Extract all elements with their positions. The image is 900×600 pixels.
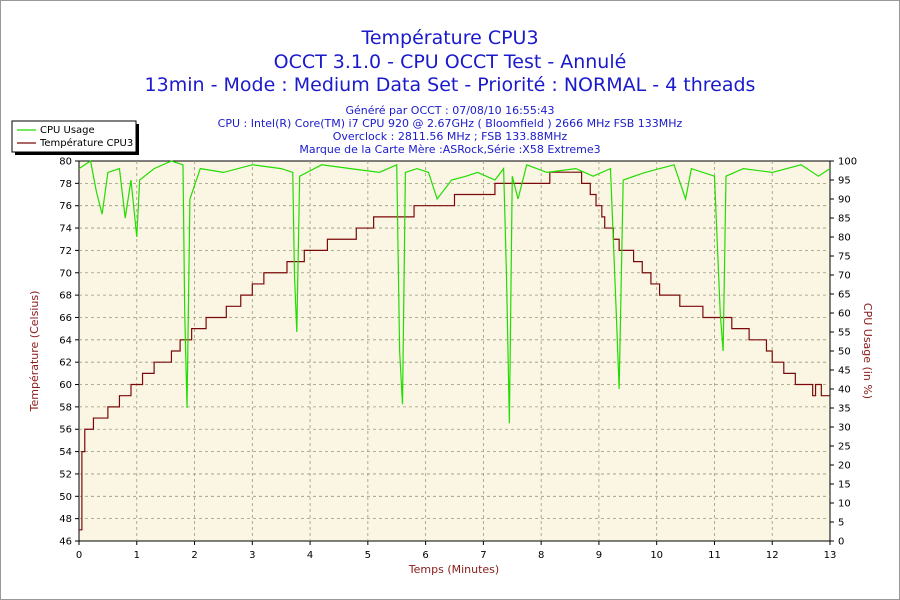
x-tick-label: 10 (650, 550, 663, 561)
y2-tick-label: 10 (838, 499, 851, 510)
series-layer (78, 160, 831, 531)
chart-subtitle-1: OCCT 3.1.0 - CPU OCCT Test - Annulé (274, 51, 627, 73)
y2-tick-label: 100 (838, 157, 857, 168)
x-tick-label: 5 (365, 550, 371, 561)
y2-tick-label: 85 (838, 214, 851, 225)
y-tick-label: 68 (59, 291, 72, 302)
y2-tick-label: 20 (838, 461, 851, 472)
legend-label-cpu-usage: CPU Usage (40, 125, 95, 136)
y-tick-label: 72 (59, 246, 72, 257)
x-tick-label: 0 (76, 550, 82, 561)
y2-tick-label: 25 (838, 442, 851, 453)
y2-tick-label: 30 (838, 423, 851, 434)
y-tick-label: 70 (59, 268, 72, 279)
y-tick-label: 50 (59, 492, 72, 503)
y2-tick-label: 45 (838, 366, 851, 377)
y2-tick-label: 35 (838, 404, 851, 415)
plot-area (78, 160, 831, 542)
y2-tick-label: 75 (838, 252, 851, 263)
legend-box (11, 120, 137, 153)
y-tick-label: 46 (59, 537, 72, 548)
info-board: Marque de la Carte Mère :ASRock,Série :X… (299, 143, 600, 156)
chart-subtitle-2: 13min - Mode : Medium Data Set - Priorit… (145, 74, 756, 96)
y-tick-label: 48 (59, 514, 72, 525)
y-tick-label: 52 (59, 469, 72, 480)
x-tick-label: 3 (249, 550, 255, 561)
x-tick-label: 8 (538, 550, 544, 561)
x-tick-label: 13 (824, 550, 837, 561)
x-tick-label: 6 (422, 550, 428, 561)
x-tick-label: 9 (596, 550, 602, 561)
y-tick-label: 62 (59, 358, 72, 369)
y2-tick-label: 65 (838, 290, 851, 301)
x-tick-label: 7 (480, 550, 486, 561)
axes: 0 1 2 3 4 5 6 7 8 9 10 11 12 134648505254565860626466… (59, 157, 857, 562)
y-tick-label: 60 (59, 380, 72, 391)
y-axis-label-left: Température (Celsius) (28, 291, 41, 413)
info-cpu: CPU : Intel(R) Core(TM) i7 CPU 920 @ 2.6… (218, 117, 683, 130)
y2-tick-label: 50 (838, 347, 851, 358)
y2-tick-label: 60 (838, 309, 851, 320)
y2-tick-label: 40 (838, 385, 851, 396)
y-tick-label: 78 (59, 179, 72, 190)
y-tick-label: 76 (59, 201, 72, 212)
x-tick-label: 12 (766, 550, 779, 561)
x-axis-label: Temps (Minutes) (408, 563, 499, 576)
x-tick-label: 11 (708, 550, 721, 561)
y2-tick-label: 80 (838, 233, 851, 244)
y-tick-label: 56 (59, 425, 72, 436)
y-tick-label: 64 (59, 335, 72, 346)
x-tick-label: 1 (134, 550, 140, 561)
chart-title: Température CPU3 (360, 27, 538, 49)
x-tick-label: 2 (191, 550, 197, 561)
series-line-cpu-usage (78, 160, 831, 424)
y2-tick-label: 5 (838, 518, 844, 529)
series-line-temperature (79, 171, 830, 531)
y-tick-label: 74 (59, 224, 72, 235)
legend-label-temperature: Température CPU3 (39, 137, 133, 149)
y2-tick-label: 95 (838, 176, 851, 187)
y-tick-label: 58 (59, 402, 72, 413)
legend: CPU Usage Température CPU3 (11, 120, 139, 155)
y-tick-label: 80 (59, 157, 72, 168)
y2-tick-label: 70 (838, 271, 851, 282)
y2-tick-label: 15 (838, 480, 851, 491)
info-generated: Généré par OCCT : 07/08/10 16:55:43 (345, 104, 554, 117)
y2-tick-label: 0 (838, 537, 844, 548)
y2-tick-label: 90 (838, 195, 851, 206)
y-tick-label: 66 (59, 313, 72, 324)
grid-lines (79, 161, 830, 541)
x-tick-label: 4 (307, 550, 313, 561)
info-overclock: Overclock : 2811.56 MHz ; FSB 133.88MHz (333, 130, 568, 143)
y-axis-label-right: CPU Usage (in %) (861, 303, 874, 399)
y-tick-label: 54 (59, 447, 72, 458)
y2-tick-label: 55 (838, 328, 851, 339)
